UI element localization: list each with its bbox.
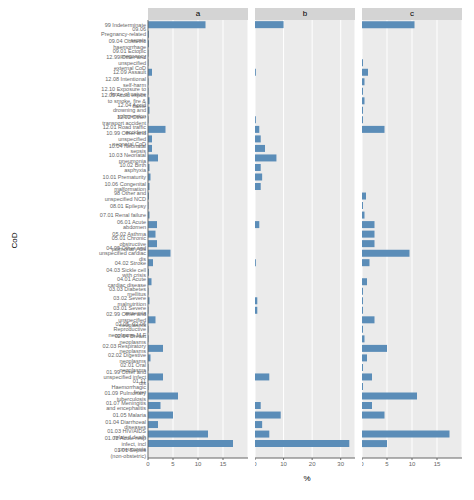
svg-text:10: 10 — [280, 461, 287, 467]
svg-text:12.09 Assault: 12.09 Assault — [113, 69, 146, 75]
svg-text:01.07 Meningitisand encephalit: 01.07 Meningitisand encephalitis — [106, 400, 146, 412]
svg-text:10: 10 — [195, 461, 202, 467]
svg-text:07.01 Renal failure: 07.01 Renal failure — [100, 212, 146, 218]
svg-text:0: 0 — [146, 461, 150, 467]
svg-text:10.01 Prematurity: 10.01 Prematurity — [103, 174, 147, 180]
svg-text:5: 5 — [171, 461, 175, 467]
svg-text:15: 15 — [220, 461, 227, 467]
svg-text:98 Other andunspecified NCD: 98 Other andunspecified NCD — [105, 190, 146, 202]
svg-text:15: 15 — [434, 461, 441, 467]
svg-text:5: 5 — [385, 461, 389, 467]
svg-text:10.02 Birthasphyxia: 10.02 Birthasphyxia — [119, 162, 147, 174]
svg-text:30: 30 — [337, 461, 344, 467]
svg-text:08.01 Epilepsy: 08.01 Epilepsy — [110, 203, 146, 209]
svg-text:06.01 Acuteabdomen: 06.01 Acuteabdomen — [117, 219, 146, 231]
svg-text:01.05 Malaria: 01.05 Malaria — [113, 412, 147, 418]
svg-text:04.02 Stroke: 04.02 Stroke — [115, 260, 146, 266]
svg-text:0: 0 — [255, 461, 257, 467]
svg-text:10: 10 — [409, 461, 416, 467]
svg-text:01.01 Sepsis(non-obstetric): 01.01 Sepsis(non-obstetric) — [111, 447, 147, 459]
svg-text:0: 0 — [362, 461, 364, 467]
svg-text:20: 20 — [309, 461, 316, 467]
